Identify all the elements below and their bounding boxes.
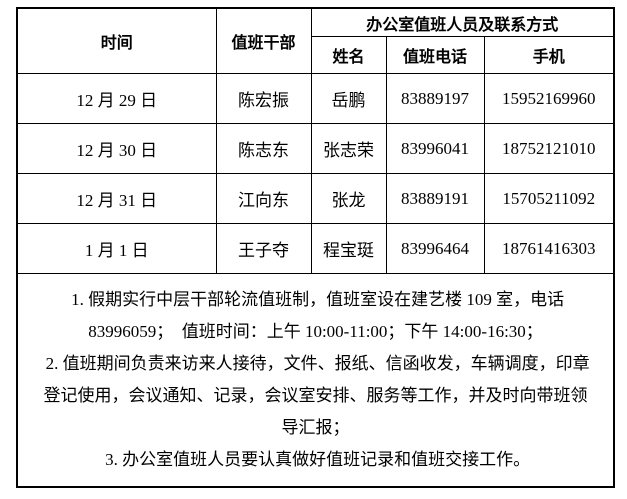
cadre-cell: 江向东 [215, 173, 312, 224]
note-line: 83996059； 值班时间：上午 10:00-11:00；下午 14:00-1… [88, 322, 543, 341]
cadre-cell: 王子夺 [215, 223, 312, 274]
duty-phone-cell: 83996041 [385, 123, 485, 174]
table-row: 12 月 29 日 陈宏振 岳鹏 83889197 15952169960 [16, 73, 615, 124]
note-line: 登记使用，会议通知、记录，会议室安排、服务等工作，并及时向带班领 [43, 386, 588, 405]
duty-phone-cell: 83889191 [385, 173, 485, 224]
cadre-cell: 陈宏振 [215, 73, 312, 124]
header-name: 姓名 [310, 36, 387, 74]
mobile-cell: 18761416303 [483, 223, 615, 274]
table-row: 1 月 1 日 王子夺 程宝珽 83996464 18761416303 [16, 223, 615, 274]
mobile-cell: 15705211092 [483, 173, 615, 224]
note-line: 1. 假期实行中层干部轮流值班制，值班室设在建艺楼 109 室，电话 [66, 290, 565, 309]
date-cell: 12 月 30 日 [16, 123, 217, 174]
header-row-sub: 姓名 值班电话 手机 [17, 36, 615, 74]
cadre-cell: 陈志东 [215, 123, 312, 174]
table-row: 12 月 30 日 陈志东 张志荣 83996041 18752121010 [16, 123, 615, 174]
name-cell: 程宝珽 [310, 223, 387, 274]
header-time: 时间 [16, 7, 217, 74]
mobile-cell: 15952169960 [483, 73, 615, 124]
duty-phone-cell: 83996464 [385, 223, 485, 274]
name-cell: 岳鹏 [310, 73, 387, 124]
notes-cell: 1. 假期实行中层干部轮流值班制，值班室设在建艺楼 109 室，电话 83996… [16, 273, 615, 488]
name-cell: 张龙 [310, 173, 387, 224]
name-cell: 张志荣 [310, 123, 387, 174]
note-line: 导汇报； [281, 418, 350, 437]
date-cell: 12 月 31 日 [16, 173, 217, 224]
header-mobile: 手机 [483, 36, 615, 74]
mobile-cell: 18752121010 [483, 123, 615, 174]
header-row-top: 时间 值班干部 办公室值班人员及联系方式 [16, 7, 615, 74]
note-line: 3. 办公室值班人员要认真做好值班记录和值班交接工作。 [100, 450, 531, 469]
notes-row: 1. 假期实行中层干部轮流值班制，值班室设在建艺楼 109 室，电话 83996… [16, 273, 615, 488]
date-cell: 12 月 29 日 [16, 73, 217, 124]
date-cell: 1 月 1 日 [16, 223, 217, 274]
header-contact-group: 办公室值班人员及联系方式 [310, 7, 615, 37]
duty-roster-table: 时间 值班干部 办公室值班人员及联系方式 姓名 值班电话 手机 12 月 29 … [16, 7, 616, 488]
header-duty-phone: 值班电话 [385, 36, 485, 74]
note-line: 2. 值班期间负责来访来人接待，文件、报纸、信函收发，车辆调度，印章 [41, 354, 590, 373]
header-duty-cadre: 值班干部 [215, 7, 312, 74]
duty-phone-cell: 83889197 [385, 73, 485, 124]
table-row: 12 月 31 日 江向东 张龙 83889191 15705211092 [16, 173, 615, 224]
